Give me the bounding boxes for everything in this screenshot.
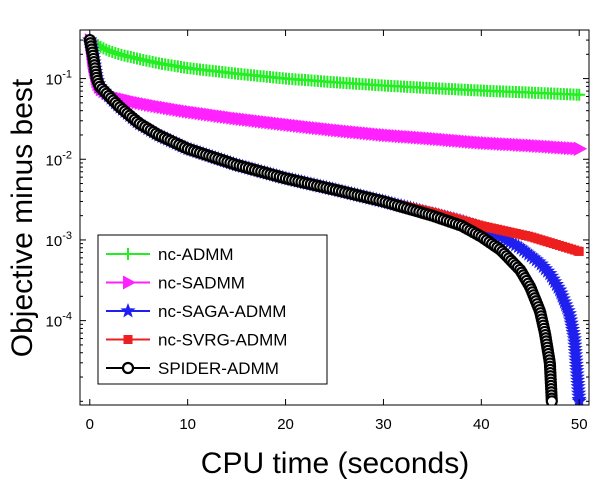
data-point-nc-sadmm (574, 141, 588, 156)
legend-label: SPIDER-ADMM (158, 359, 279, 378)
legend-marker (123, 275, 136, 290)
legend-label: nc-SVRG-ADMM (158, 331, 287, 350)
legend-label: nc-ADMM (158, 245, 234, 264)
data-point-nc-saga-admm (531, 253, 547, 269)
series-nc-admm (83, 34, 586, 101)
data-point-nc-saga-admm (533, 256, 549, 271)
x-tick-label: 50 (571, 416, 588, 433)
legend-item-nc-saga-admm: nc-SAGA-ADMM (106, 302, 286, 321)
data-point-nc-saga-admm (523, 248, 539, 263)
x-tick-label: 30 (375, 416, 392, 433)
x-tick-label: 20 (277, 416, 294, 433)
y-tick-label: 10-4 (46, 311, 72, 331)
data-point-nc-admm (573, 88, 586, 101)
plot-frame (79, 29, 590, 406)
legend-label: nc-SADMM (158, 274, 245, 293)
y-tick-label: 10-2 (46, 149, 72, 169)
data-point-nc-saga-admm (537, 260, 553, 276)
legend-marker (123, 335, 133, 344)
data-point-nc-admm (100, 43, 113, 56)
y-tick-label: 10-3 (46, 230, 72, 250)
data-point-nc-admm (97, 42, 110, 55)
legend-marker (120, 303, 136, 318)
legend-box (97, 234, 328, 385)
series-spider-admm (83, 33, 558, 405)
legend-label: nc-SAGA-ADMM (158, 302, 286, 321)
legend-marker (121, 361, 135, 375)
data-point-nc-saga-admm (518, 244, 534, 259)
legend-item-nc-svrg-admm: nc-SVRG-ADMM (106, 331, 287, 350)
x-tick-label: 40 (473, 416, 490, 433)
series-layer (82, 32, 588, 405)
data-point-nc-saga-admm (540, 263, 556, 278)
x-axis-title: CPU time (seconds) (201, 447, 469, 480)
legend-item-spider-admm: SPIDER-ADMM (106, 359, 279, 378)
axes-layer: 0 10 20 30 40 50 10-1 10-2 10-3 10-4 (46, 29, 589, 433)
data-point-nc-saga-admm (513, 240, 529, 255)
x-tick-label: 0 (86, 416, 94, 433)
legend-marker (122, 248, 134, 260)
y-axis-title: Objective minus best (6, 78, 39, 357)
data-point-nc-svrg-admm (574, 246, 584, 256)
legend: nc-ADMM nc-SADMM nc-SAGA-ADMM nc-SVRG-ADMM S… (97, 234, 328, 385)
data-point-spider-admm (545, 395, 558, 405)
legend-item-nc-admm: nc-ADMM (106, 245, 234, 264)
data-point-nc-saga-admm (535, 258, 551, 273)
x-tick-label: 10 (179, 416, 196, 433)
y-tick-label: 10-1 (46, 69, 72, 89)
legend-item-nc-sadmm: nc-SADMM (106, 274, 245, 293)
